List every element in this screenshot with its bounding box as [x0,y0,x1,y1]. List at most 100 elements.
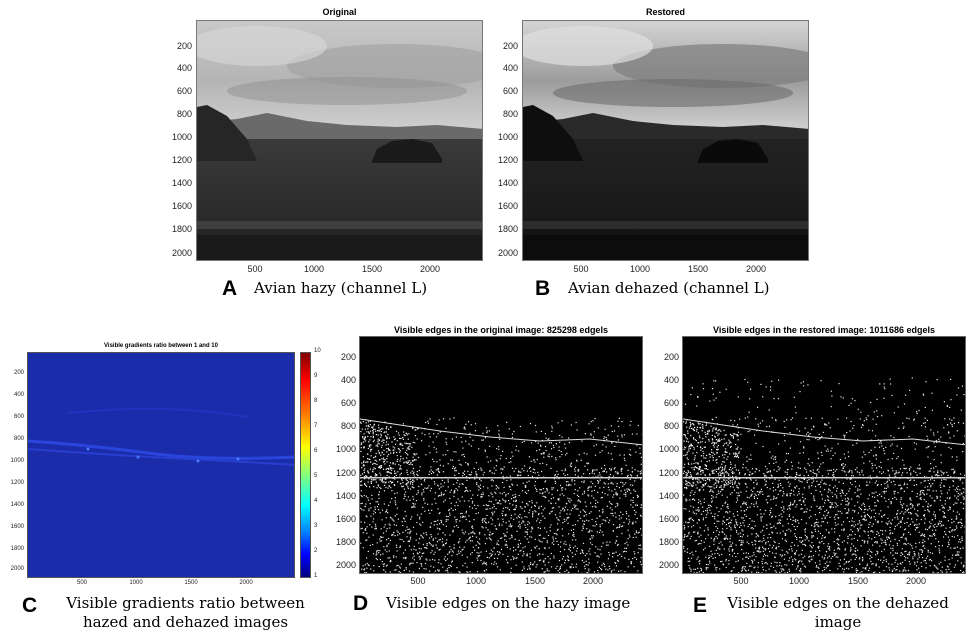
x-tick: 1500 [184,580,198,586]
x-tick: 1500 [524,576,546,586]
caption-line: Visible gradients ratio between [66,594,305,612]
y-tick: 1200 [10,480,24,486]
panel-b-letter: B [535,277,551,300]
y-tick: 1400 [658,491,679,501]
y-tick: 1200 [497,155,518,165]
x-tick: 2000 [582,576,604,586]
colorbar-tick: 6 [314,448,318,454]
y-tick: 1000 [335,444,356,454]
y-tick: 800 [176,109,192,119]
x-tick: 1000 [629,264,651,274]
y-tick: 1800 [497,224,518,234]
panel-c-letter: C [22,594,38,617]
x-tick: 1000 [129,580,143,586]
y-tick: 1400 [171,178,192,188]
y-tick: 400 [176,63,192,73]
y-tick: 600 [176,86,192,96]
y-tick: 1600 [10,524,24,530]
y-tick: 200 [13,370,24,376]
y-tick: 1000 [497,132,518,142]
y-tick: 800 [663,421,679,431]
colorbar [300,352,311,578]
panel-b-image [522,20,809,261]
y-tick: 800 [13,436,24,442]
y-tick: 1200 [171,155,192,165]
panel-c-title: Visible gradients ratio between 1 and 10 [104,343,218,349]
x-tick: 2000 [419,264,441,274]
y-tick: 2000 [658,560,679,570]
y-tick: 800 [502,109,518,119]
y-tick: 1200 [335,468,356,478]
x-tick: 500 [573,264,589,274]
y-tick: 1000 [10,458,24,464]
caption-line: image [814,613,862,631]
x-tick: 500 [733,576,749,586]
colorbar-tick: 10 [314,348,321,354]
y-tick: 1400 [10,502,24,508]
y-tick: 800 [340,421,356,431]
y-tick: 200 [502,41,518,51]
panel-d-caption: Visible edges on the hazy image [386,594,631,612]
panel-c-image [27,352,295,578]
y-tick: 600 [502,86,518,96]
panel-b-title: Restored [645,7,685,17]
y-tick: 1000 [658,444,679,454]
caption-line: Visible edges on the dehazed [727,594,949,612]
y-tick: 200 [176,41,192,51]
y-tick: 600 [340,398,356,408]
x-tick: 1000 [303,264,325,274]
colorbar-tick: 9 [314,373,318,379]
y-tick: 1800 [658,537,679,547]
panel-b-caption: Avian dehazed (channel L) [568,279,770,297]
panel-a-image [196,20,483,261]
x-tick: 1500 [687,264,709,274]
y-tick: 400 [502,63,518,73]
y-tick: 200 [663,352,679,362]
panel-a-title: Original [322,7,357,17]
y-tick: 400 [340,375,356,385]
colorbar-tick: 7 [314,423,318,429]
y-tick: 1400 [335,491,356,501]
colorbar-tick: 3 [314,523,318,529]
y-tick: 2000 [10,566,24,572]
panel-d-image [359,336,643,574]
colorbar-tick: 4 [314,498,318,504]
y-tick: 600 [13,414,24,420]
y-tick: 400 [663,375,679,385]
x-tick: 2000 [239,580,253,586]
y-tick: 1600 [658,514,679,524]
y-tick: 1000 [171,132,192,142]
panel-d-title: Visible edges in the original image: 825… [394,325,608,335]
x-tick: 1000 [788,576,810,586]
y-tick: 1800 [10,546,24,552]
panel-a-letter: A [222,277,238,300]
x-tick: 1500 [847,576,869,586]
y-tick: 600 [663,398,679,408]
y-tick: 2000 [335,560,356,570]
y-tick: 2000 [171,248,192,258]
panel-e-image [682,336,966,574]
y-tick: 400 [13,392,24,398]
panel-a-caption: Avian hazy (channel L) [254,279,428,297]
x-tick: 500 [76,580,87,586]
x-tick: 2000 [745,264,767,274]
y-tick: 1600 [497,201,518,211]
y-tick: 1600 [335,514,356,524]
y-tick: 1800 [335,537,356,547]
colorbar-tick: 5 [314,473,318,479]
x-tick: 500 [247,264,263,274]
y-tick: 1800 [171,224,192,234]
panel-e-letter: E [693,594,708,617]
panel-d-letter: D [353,592,369,615]
caption-line: hazed and dehazed images [82,613,289,631]
y-tick: 2000 [497,248,518,258]
x-tick: 2000 [905,576,927,586]
y-tick: 200 [340,352,356,362]
panel-e-title: Visible edges in the restored image: 101… [713,325,935,335]
y-tick: 1400 [497,178,518,188]
panel-e-caption: Visible edges on the dehazed image [718,594,958,632]
colorbar-tick: 1 [314,573,318,579]
y-tick: 1200 [658,468,679,478]
x-tick: 1000 [465,576,487,586]
x-tick: 1500 [361,264,383,274]
